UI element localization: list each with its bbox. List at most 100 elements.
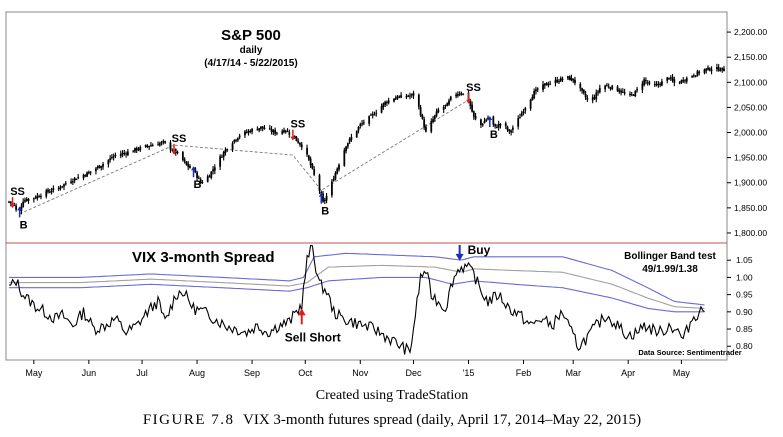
price-bar-body <box>276 132 278 134</box>
price-bar-body <box>432 119 434 123</box>
price-y-tick-label: 2,150.00 <box>734 52 767 62</box>
price-bar-body <box>235 139 237 141</box>
price-bar-body <box>208 176 211 178</box>
price-bar-body <box>336 168 339 174</box>
price-bar-body <box>616 86 619 92</box>
price-bar-body <box>542 84 544 90</box>
price-bar-body <box>547 84 550 86</box>
price-bar-body <box>460 93 463 95</box>
price-bar-body <box>355 130 358 138</box>
caption-figure: FIGURE 7.8 VIX 3-month futures spread (d… <box>143 412 641 428</box>
vix-y-tick-label: 0.90 <box>736 307 753 317</box>
price-bar-body <box>634 91 637 97</box>
price-bar-body <box>112 156 115 158</box>
price-bar-body <box>286 131 289 133</box>
price-bar-body <box>691 76 693 78</box>
price-bar-body <box>423 119 426 128</box>
price-bar-body <box>492 116 495 125</box>
price-bar-body <box>160 142 163 144</box>
price-bar-body <box>27 198 30 202</box>
price-bar-body <box>32 198 35 200</box>
data-source-label: Data Source: Sentimentrader <box>638 348 741 357</box>
price-bar-body <box>595 92 598 100</box>
price-bar-body <box>487 117 489 120</box>
sell-signal-arrowhead <box>466 99 472 104</box>
price-y-tick-label: 1,850.00 <box>734 203 767 213</box>
price-bar-body <box>256 129 259 131</box>
x-tick-label: Mar <box>565 368 581 378</box>
x-tick-label: Nov <box>352 368 369 378</box>
price-bar-body <box>359 124 362 127</box>
price-bar-body <box>536 88 539 90</box>
price-bar-body <box>146 145 149 147</box>
price-bar-body <box>641 83 644 90</box>
price-bar-body <box>187 163 190 167</box>
price-bar-body <box>584 94 587 98</box>
price-bar-body <box>98 165 101 168</box>
price-bar-body <box>338 164 340 170</box>
price-bar-body <box>212 169 214 172</box>
price-bar-body <box>623 92 626 94</box>
price-bar-body <box>350 137 353 140</box>
price-bar-body <box>636 88 638 91</box>
price-bar-body <box>707 67 709 70</box>
price-bar-body <box>396 96 399 99</box>
price-bar-body <box>696 71 699 76</box>
price-bar-body <box>135 147 138 151</box>
price-bar-body <box>346 143 349 147</box>
buy-signal-label: B <box>490 129 498 141</box>
price-bar-body <box>437 109 440 113</box>
price-bar-body <box>405 96 408 98</box>
price-bar-body <box>380 106 383 113</box>
price-bar-body <box>421 115 424 119</box>
price-bar-body <box>458 93 461 95</box>
price-bar-body <box>506 126 509 131</box>
price-bar-body <box>471 104 473 112</box>
price-bar-body <box>496 126 498 128</box>
price-bar-body <box>132 151 135 153</box>
price-bar-body <box>169 142 172 150</box>
price-y-tick-label: 2,000.00 <box>734 128 767 138</box>
price-bar-body <box>213 167 216 171</box>
price-bar-body <box>692 75 695 77</box>
price-bar-body <box>522 111 525 114</box>
price-bar-body <box>398 96 401 98</box>
price-bar-body <box>244 131 246 136</box>
price-bar-body <box>47 189 49 192</box>
price-bar-body <box>417 94 420 107</box>
price-bar-body <box>456 94 459 96</box>
price-bar-body <box>409 95 411 97</box>
price-bar-body <box>59 187 62 189</box>
price-bar-body <box>119 154 122 157</box>
price-bar-body <box>323 200 326 202</box>
price-bar-body <box>682 80 685 82</box>
price-bar-body <box>668 78 670 80</box>
price-bar-body <box>412 93 415 96</box>
price-bar-body <box>206 176 209 182</box>
caption-figure-label: FIGURE 7.8 <box>143 412 235 428</box>
price-bar-body <box>629 93 631 95</box>
caption-figure-text: VIX 3-month futures spread (daily, April… <box>243 412 641 428</box>
price-bar-body <box>480 119 482 125</box>
price-bar-body <box>22 201 25 207</box>
price-bar-body <box>645 79 647 82</box>
price-bar-body <box>519 117 521 119</box>
price-bar-body <box>48 191 51 193</box>
price-bar-body <box>247 131 250 133</box>
sp500-signals: SS B SS B SS B SS B <box>10 82 498 231</box>
price-bar-body <box>708 68 711 71</box>
price-plot-frame <box>5 11 728 244</box>
price-bar-body <box>164 141 167 143</box>
sell-short-label: Sell Short <box>285 330 341 344</box>
price-bar-body <box>52 188 55 191</box>
price-bar-body <box>295 136 298 141</box>
price-bar-body <box>268 128 271 130</box>
price-bar-body <box>684 80 686 82</box>
price-bar-body <box>661 81 663 86</box>
price-bar-body <box>123 153 126 155</box>
price-bar-body <box>607 86 610 88</box>
price-bar-body <box>499 123 502 126</box>
price-bar-body <box>311 164 314 169</box>
price-bar-body <box>598 87 601 93</box>
price-bar-body <box>433 115 436 120</box>
